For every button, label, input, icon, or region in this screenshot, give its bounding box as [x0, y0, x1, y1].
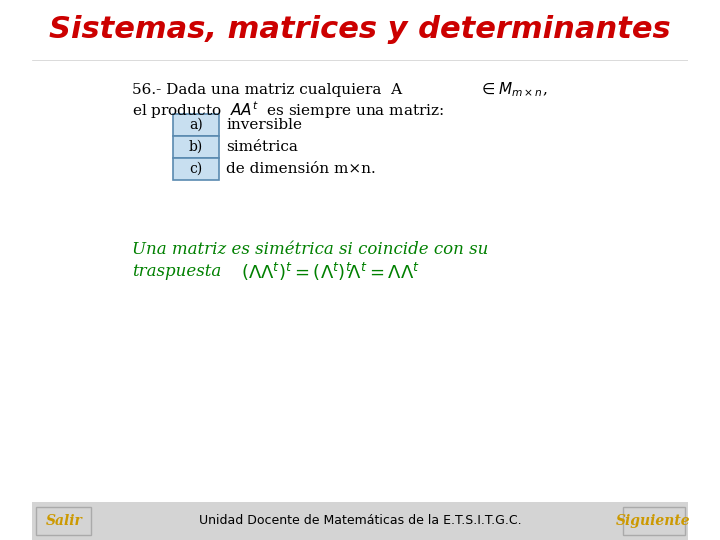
Text: simétrica: simétrica — [226, 140, 298, 154]
Text: Salir: Salir — [45, 514, 82, 528]
FancyBboxPatch shape — [37, 507, 91, 535]
Text: c): c) — [189, 162, 202, 176]
FancyBboxPatch shape — [623, 507, 685, 535]
Text: el producto  $AA^{t}$  es siempre una matriz:: el producto $AA^{t}$ es siempre una matr… — [132, 99, 444, 121]
Text: b): b) — [189, 140, 203, 154]
FancyBboxPatch shape — [32, 502, 688, 540]
Text: Una matriz es simétrica si coincide con su: Una matriz es simétrica si coincide con … — [132, 241, 488, 259]
Text: inversible: inversible — [226, 118, 302, 132]
Text: Siguiente: Siguiente — [616, 514, 691, 528]
Text: traspuesta: traspuesta — [132, 264, 221, 280]
Text: Sistemas, matrices y determinantes: Sistemas, matrices y determinantes — [49, 16, 671, 44]
Text: de dimensión m×n.: de dimensión m×n. — [226, 162, 376, 176]
FancyBboxPatch shape — [173, 158, 219, 180]
Text: 56.- Dada una matriz cualquiera  A: 56.- Dada una matriz cualquiera A — [132, 83, 402, 97]
Text: Unidad Docente de Matemáticas de la E.T.S.I.T.G.C.: Unidad Docente de Matemáticas de la E.T.… — [199, 515, 521, 528]
Text: $\in M_{m \times n}$,: $\in M_{m \times n}$, — [479, 80, 547, 99]
FancyBboxPatch shape — [173, 114, 219, 136]
Text: $\left(\Lambda \Lambda^{t}\right)^{t} = \left(\Lambda^{t}\right)^{t}\!\Lambda^{t: $\left(\Lambda \Lambda^{t}\right)^{t} = … — [241, 261, 420, 283]
FancyBboxPatch shape — [173, 136, 219, 158]
Text: a): a) — [189, 118, 203, 132]
